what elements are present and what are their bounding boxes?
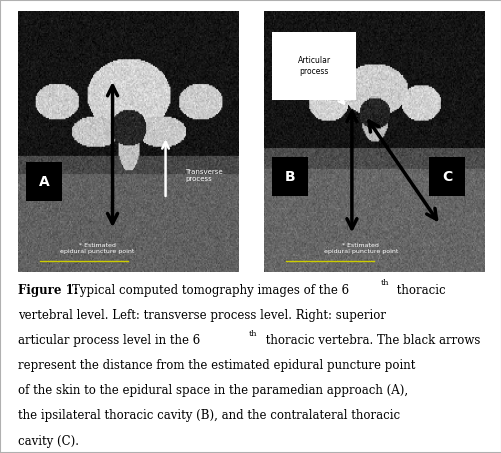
Text: thoracic vertebra. The black arrows: thoracic vertebra. The black arrows [262,334,479,347]
Text: of the skin to the epidural space in the paramedian approach (A),: of the skin to the epidural space in the… [18,384,407,397]
FancyBboxPatch shape [272,157,307,196]
Text: articular process level in the 6: articular process level in the 6 [18,334,199,347]
Text: Typical computed tomography images of the 6: Typical computed tomography images of th… [72,284,349,297]
Text: Figure 1:: Figure 1: [18,284,82,297]
FancyBboxPatch shape [272,32,356,100]
Text: th: th [380,280,388,288]
Text: thoracic: thoracic [392,284,445,297]
Text: Transverse
process: Transverse process [185,169,222,182]
Text: the ipsilateral thoracic cavity (B), and the contralateral thoracic: the ipsilateral thoracic cavity (B), and… [18,410,399,422]
Text: vertebral level. Left: transverse process level. Right: superior: vertebral level. Left: transverse proces… [18,309,385,322]
Text: B: B [284,170,295,184]
Text: * Estimated
epidural puncture point: * Estimated epidural puncture point [60,243,134,254]
Text: A: A [39,175,50,189]
FancyBboxPatch shape [27,162,62,202]
Text: * Estimated
epidural puncture point: * Estimated epidural puncture point [323,243,397,254]
Text: th: th [248,330,257,338]
Text: represent the distance from the estimated epidural puncture point: represent the distance from the estimate… [18,359,414,372]
FancyBboxPatch shape [428,157,463,196]
Text: cavity (C).: cavity (C). [18,434,79,448]
Text: Articular
process: Articular process [297,56,330,76]
Text: C: C [441,170,451,184]
